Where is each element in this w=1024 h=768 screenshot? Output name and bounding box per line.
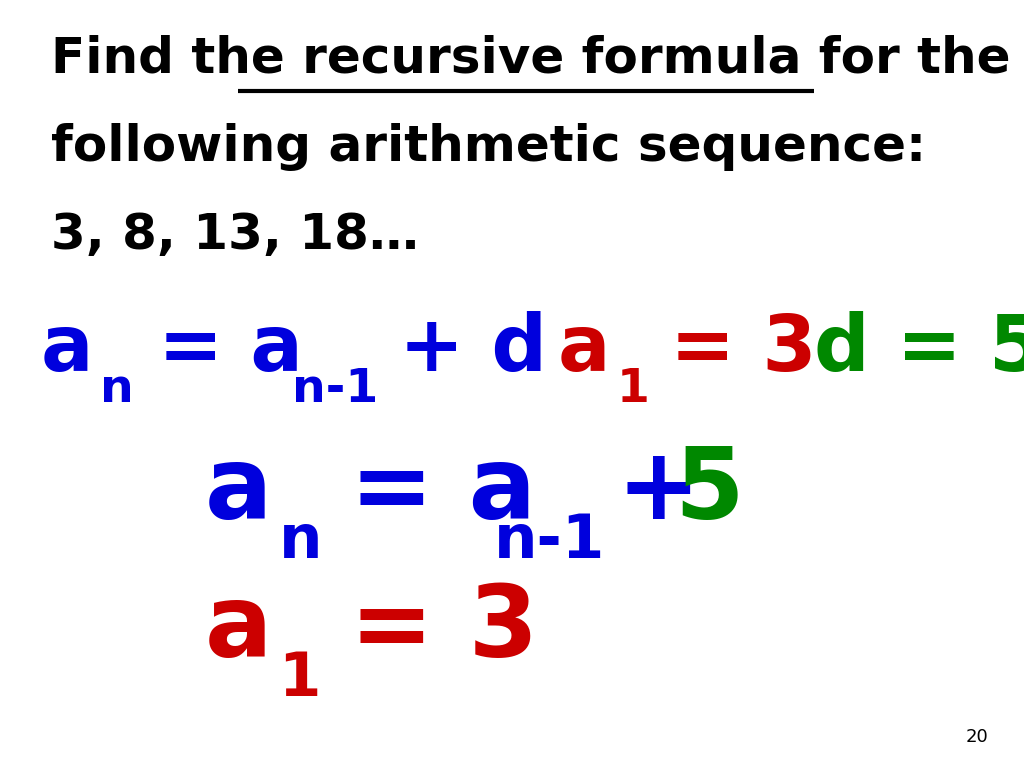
Text: n: n: [100, 367, 134, 412]
Text: a: a: [205, 443, 272, 540]
Text: n: n: [279, 512, 322, 571]
Text: 1: 1: [279, 650, 322, 709]
Text: = 3: = 3: [315, 581, 539, 678]
Text: = a: = a: [131, 312, 303, 387]
Text: following arithmetic sequence:: following arithmetic sequence:: [51, 123, 927, 171]
Text: a: a: [558, 312, 610, 387]
Text: 20: 20: [966, 729, 988, 746]
Text: = a: = a: [315, 443, 537, 540]
Text: + d: + d: [372, 312, 547, 387]
Text: 5: 5: [674, 443, 743, 540]
Text: = 3: = 3: [643, 312, 817, 387]
Text: 1: 1: [616, 367, 649, 412]
Text: +: +: [582, 443, 735, 540]
Text: n-1: n-1: [292, 367, 378, 412]
Text: 3, 8, 13, 18…: 3, 8, 13, 18…: [51, 211, 419, 260]
Text: d = 5: d = 5: [814, 312, 1024, 387]
Text: Find the recursive formula for the: Find the recursive formula for the: [51, 35, 1011, 83]
Text: a: a: [205, 581, 272, 678]
Text: a: a: [41, 312, 93, 387]
Text: n-1: n-1: [494, 512, 605, 571]
